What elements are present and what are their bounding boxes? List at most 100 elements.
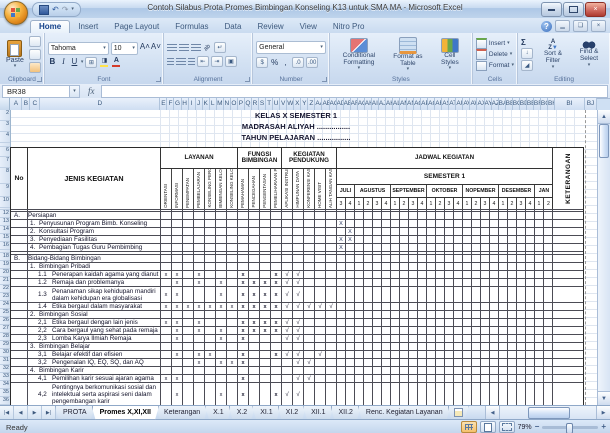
- column-header-s[interactable]: S: [259, 98, 267, 110]
- mark-cell[interactable]: [472, 374, 481, 382]
- mark-cell[interactable]: [517, 358, 526, 366]
- mark-cell[interactable]: [183, 243, 194, 251]
- mark-cell[interactable]: [304, 209, 315, 211]
- mark-cell[interactable]: [238, 310, 249, 318]
- column-header-bc[interactable]: BC: [513, 98, 520, 110]
- mark-cell[interactable]: [526, 209, 535, 211]
- shrink-font-icon[interactable]: A˅: [150, 41, 161, 51]
- mark-cell[interactable]: [499, 366, 508, 374]
- mark-cell[interactable]: [472, 270, 481, 278]
- column-header-i[interactable]: I: [189, 98, 196, 110]
- restore-button[interactable]: [563, 2, 584, 17]
- column-header-c[interactable]: C: [30, 98, 41, 110]
- mark-cell[interactable]: [382, 243, 391, 251]
- mark-cell[interactable]: [454, 358, 463, 366]
- mark-cell[interactable]: [326, 374, 337, 382]
- mark-cell[interactable]: [517, 219, 526, 227]
- mark-cell[interactable]: [260, 310, 271, 318]
- mark-cell[interactable]: [355, 350, 364, 358]
- mark-cell[interactable]: [535, 342, 544, 350]
- mark-cell[interactable]: [517, 310, 526, 318]
- mark-cell[interactable]: x: [172, 326, 183, 334]
- mark-cell[interactable]: √: [293, 350, 304, 358]
- row-header-5[interactable]: [0, 143, 10, 147]
- mark-cell[interactable]: x: [271, 326, 282, 334]
- mark-cell[interactable]: [418, 262, 427, 270]
- mark-cell[interactable]: [216, 310, 227, 318]
- mark-cell[interactable]: [238, 227, 249, 235]
- mark-cell[interactable]: [183, 209, 194, 211]
- column-header-ag[interactable]: AG: [358, 98, 365, 110]
- row-header-22[interactable]: 22: [0, 285, 10, 293]
- mark-cell[interactable]: [271, 219, 282, 227]
- mark-cell[interactable]: [544, 243, 553, 251]
- mark-cell[interactable]: [238, 235, 249, 243]
- column-header-j[interactable]: J: [196, 98, 203, 110]
- mark-cell[interactable]: [271, 342, 282, 350]
- week-nopember-4[interactable]: 4: [490, 198, 499, 209]
- mark-cell[interactable]: [499, 350, 508, 358]
- mark-cell[interactable]: [535, 326, 544, 334]
- mark-cell[interactable]: [346, 334, 355, 342]
- normal-view-button[interactable]: [460, 421, 477, 433]
- column-header-aw[interactable]: AW: [470, 98, 478, 110]
- sheet-tab-x-2[interactable]: X.2: [229, 406, 256, 420]
- mark-cell[interactable]: [172, 251, 183, 254]
- mark-cell[interactable]: x: [205, 350, 216, 358]
- mark-cell[interactable]: [526, 374, 535, 382]
- underline-button[interactable]: U: [71, 57, 78, 66]
- mark-cell[interactable]: x: [172, 350, 183, 358]
- mark-cell[interactable]: x: [172, 302, 183, 310]
- mark-cell[interactable]: x: [238, 302, 249, 310]
- week-nopember-1[interactable]: 1: [463, 198, 472, 209]
- mark-cell[interactable]: [418, 211, 427, 219]
- mark-cell[interactable]: [337, 366, 346, 374]
- jenis-kegiatan-cell[interactable]: Bidang-Bidang Bimbingan: [28, 254, 161, 262]
- mark-cell[interactable]: [391, 366, 400, 374]
- mark-cell[interactable]: [172, 211, 183, 219]
- ribbon-tab-insert[interactable]: Insert: [78, 22, 99, 31]
- row-no-cell[interactable]: [11, 262, 28, 270]
- column-informasi[interactable]: INFORMASI: [172, 169, 183, 209]
- mark-cell[interactable]: [472, 219, 481, 227]
- mark-cell[interactable]: √: [282, 302, 293, 310]
- keterangan-cell[interactable]: [553, 286, 583, 302]
- mark-cell[interactable]: [205, 235, 216, 243]
- mark-cell[interactable]: [481, 235, 490, 243]
- minimize-button[interactable]: [541, 2, 562, 17]
- mark-cell[interactable]: [391, 358, 400, 366]
- mark-cell[interactable]: [535, 270, 544, 278]
- column-home-visit[interactable]: HOME VISIT: [315, 169, 326, 209]
- mark-cell[interactable]: [472, 366, 481, 374]
- mark-cell[interactable]: [373, 326, 382, 334]
- mark-cell[interactable]: [205, 366, 216, 374]
- mark-cell[interactable]: [490, 326, 499, 334]
- mark-cell[interactable]: [517, 302, 526, 310]
- mark-cell[interactable]: x: [249, 326, 260, 334]
- column-header-bg[interactable]: BG: [541, 98, 548, 110]
- mark-cell[interactable]: [346, 209, 355, 211]
- mark-cell[interactable]: [490, 350, 499, 358]
- mark-cell[interactable]: [216, 254, 227, 262]
- mark-cell[interactable]: [249, 366, 260, 374]
- jenis-kegiatan-cell[interactable]: 4. Bimbingan Karir: [28, 366, 161, 374]
- mark-cell[interactable]: [472, 209, 481, 211]
- mark-cell[interactable]: x: [271, 350, 282, 358]
- mark-cell[interactable]: [445, 334, 454, 342]
- column-header-ah[interactable]: AH: [365, 98, 372, 110]
- mark-cell[interactable]: [544, 235, 553, 243]
- mark-cell[interactable]: x: [260, 302, 271, 310]
- mark-cell[interactable]: [400, 278, 409, 286]
- mark-cell[interactable]: [409, 278, 418, 286]
- mark-cell[interactable]: x: [249, 286, 260, 302]
- mark-cell[interactable]: [346, 251, 355, 254]
- mark-cell[interactable]: [427, 243, 436, 251]
- mark-cell[interactable]: [454, 270, 463, 278]
- column-header-b[interactable]: B: [22, 98, 31, 110]
- row-header-10[interactable]: 10: [0, 197, 10, 208]
- ribbon-tab-formulas[interactable]: Formulas: [175, 22, 209, 31]
- mark-cell[interactable]: [373, 310, 382, 318]
- mark-cell[interactable]: [216, 243, 227, 251]
- mark-cell[interactable]: [260, 342, 271, 350]
- mark-cell[interactable]: [282, 374, 293, 382]
